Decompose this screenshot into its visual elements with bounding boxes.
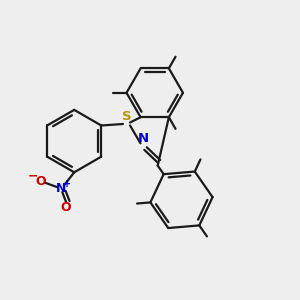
Text: +: +: [63, 179, 71, 190]
Text: O: O: [61, 201, 71, 214]
Text: N: N: [137, 132, 148, 145]
Text: O: O: [35, 175, 46, 188]
Text: N: N: [56, 182, 66, 195]
Text: −: −: [28, 170, 38, 183]
Text: S: S: [122, 110, 131, 122]
